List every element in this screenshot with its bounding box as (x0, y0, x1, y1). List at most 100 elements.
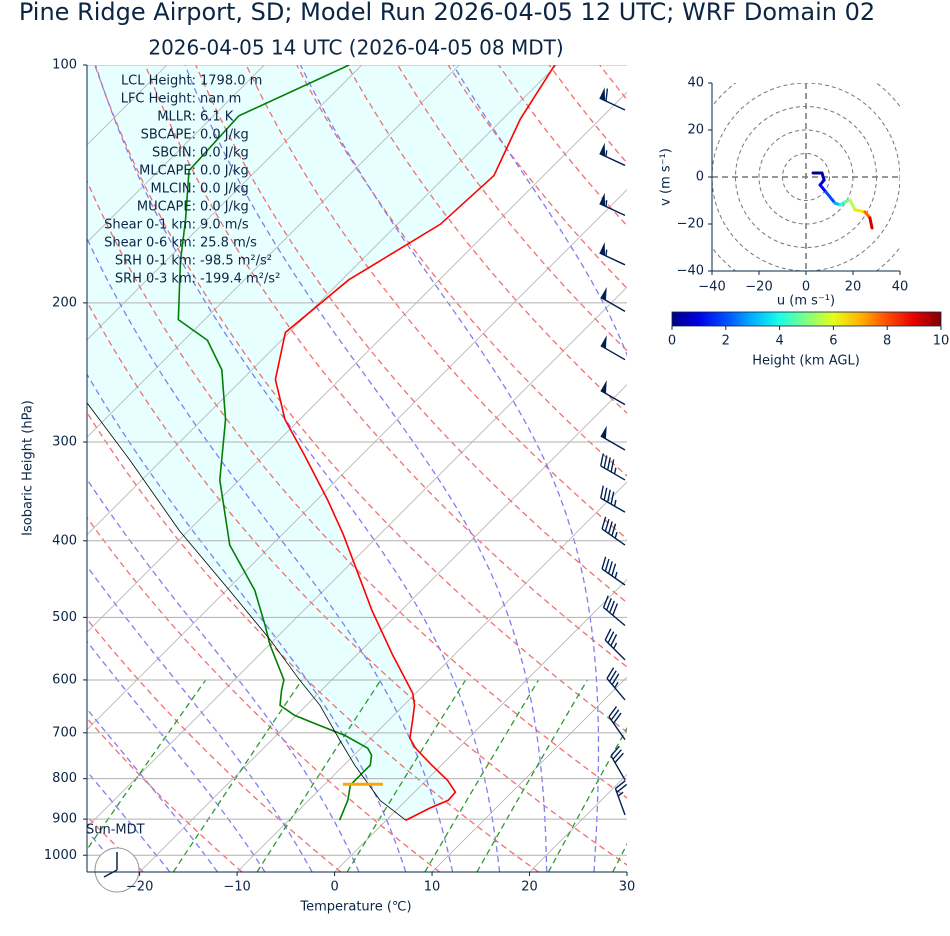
barb-feather (610, 709, 620, 721)
barb-half (617, 791, 624, 797)
stat-value: 25.8 m/s (200, 236, 257, 251)
stat-value: -199.4 m²/s² (200, 272, 280, 287)
hodograph-segment (824, 190, 837, 205)
stat-label: LFC Height: (121, 92, 196, 107)
barb-staff (600, 465, 626, 481)
wind-barb (599, 192, 626, 217)
wind-barb (600, 335, 626, 361)
stat-label: Shear 0-1 km: (104, 218, 196, 233)
barb-staff (603, 606, 626, 627)
barb-staff (604, 639, 626, 661)
dry-adiabat (650, 65, 950, 872)
y-tick-label: 400 (52, 533, 77, 548)
barb-feather (612, 712, 622, 724)
isotherm (87, 91, 627, 633)
barb-feather (608, 670, 617, 682)
barb-feather (607, 561, 613, 574)
dry-adiabat (195, 65, 627, 604)
dry-adiabat (701, 65, 950, 872)
wind-barb (599, 87, 626, 111)
moist-adiabat (94, 65, 501, 872)
dry-adiabat (751, 65, 950, 872)
chart-subtitle: 2026-04-05 14 UTC (2026-04-05 08 MDT) (148, 36, 563, 60)
stat-label: SBCAPE: (141, 128, 196, 143)
barb-half (613, 467, 617, 475)
mixing-ratio-line (547, 726, 627, 872)
isotherm (87, 65, 460, 438)
colorbar-tick-label: 4 (775, 334, 783, 349)
hodo-x-tick-label: −20 (745, 280, 772, 295)
stat-label: SRH 0-1 km: (115, 254, 196, 269)
dry-adiabat (397, 65, 627, 352)
stat-value: 0.0 J/kg (200, 200, 249, 215)
barb-feather (605, 598, 612, 611)
moist-adiabat (87, 640, 266, 872)
colorbar-tick-label: 10 (933, 334, 950, 349)
stat-label: SBCIN: (152, 146, 196, 161)
barb-feather (610, 459, 615, 473)
barb-half (614, 681, 619, 689)
isotherm (236, 481, 627, 872)
hodograph-segment (868, 216, 874, 230)
wind-barb (599, 242, 626, 266)
stat-label: MLCAPE: (139, 164, 196, 179)
dry-adiabat (87, 300, 627, 866)
stat-value: 9.0 m/s (200, 218, 249, 233)
isotherm (87, 286, 627, 828)
dry-adiabat (87, 179, 627, 799)
dry-adiabat (94, 65, 627, 733)
parcel-line (87, 402, 407, 821)
wind-barb (604, 628, 626, 661)
hodo-x-tick-label: −40 (698, 280, 725, 295)
y-tick-label: 600 (52, 672, 77, 687)
isotherm (87, 65, 363, 341)
barb-feather (602, 595, 609, 608)
plot-area (87, 65, 950, 872)
barb-staff (600, 345, 626, 361)
stat-value: 0.0 J/kg (200, 146, 249, 161)
y-axis-label: Isobaric Height (hPa) (21, 400, 36, 536)
colorbar-tick-label: 0 (668, 334, 676, 349)
wind-barb (601, 556, 626, 586)
moist-adiabat (452, 65, 627, 357)
wind-barb (599, 142, 626, 167)
dry-adiabat (498, 65, 627, 227)
hodo-x-tick-label: 20 (845, 280, 862, 295)
barb-feather (611, 523, 617, 537)
barb-flag (600, 425, 607, 439)
wind-barb (600, 485, 626, 513)
hodograph-segment (818, 183, 828, 194)
hodograph-segment (848, 198, 857, 212)
barb-staff (600, 296, 626, 312)
barb-feather (605, 88, 609, 102)
dry-adiabat (87, 516, 441, 872)
colorbar-tick-label: 2 (722, 334, 730, 349)
colorbar-label: Height (km AGL) (752, 354, 860, 369)
colorbar-tick-label: 6 (829, 334, 837, 349)
dry-adiabat (903, 65, 950, 872)
barb-feather (604, 518, 610, 532)
barb-feather (600, 485, 604, 499)
colorbar-tick-label: 8 (883, 334, 891, 349)
y-tick-label: 700 (52, 725, 77, 740)
stat-value: 0.0 J/kg (200, 128, 249, 143)
barb-flag (599, 192, 606, 207)
isotherm (87, 189, 627, 731)
moist-adiabat (184, 65, 548, 872)
stat-label: SRH 0-3 km: (115, 272, 196, 287)
barb-feather (603, 455, 608, 469)
barb-half (613, 499, 617, 507)
barb-staff (610, 755, 626, 781)
stat-value: 1798.0 m (200, 74, 262, 89)
mixing-ratio-line (256, 679, 382, 872)
barb-half (605, 200, 608, 207)
mixing-ratio-line (660, 680, 758, 872)
barb-staff (599, 252, 626, 266)
barb-feather (606, 667, 615, 679)
wind-barb (600, 380, 626, 406)
moist-adiabat (87, 565, 313, 872)
stat-label: LCL Height: (121, 74, 196, 89)
hodo-y-tick-label: 20 (687, 123, 704, 138)
barb-half (605, 150, 608, 157)
